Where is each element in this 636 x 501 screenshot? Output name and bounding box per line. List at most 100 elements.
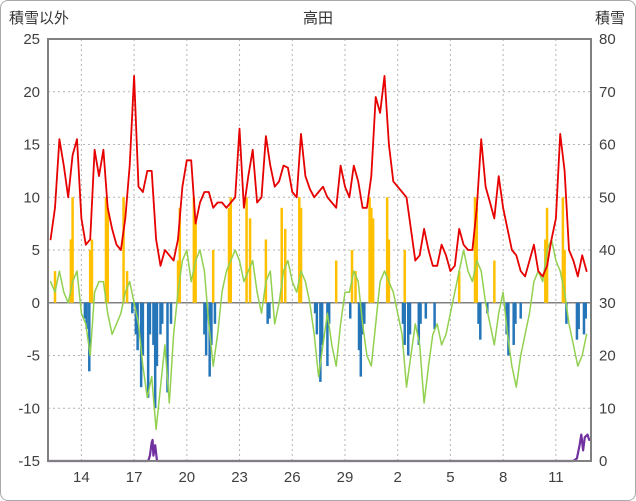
blue-bars-bar	[148, 302, 152, 335]
yellow-bars-bar	[248, 218, 252, 303]
yellow-bars-bar	[122, 197, 125, 303]
blue-bars-bar	[403, 302, 406, 345]
blue-bars-bar	[320, 302, 324, 345]
yellow-bars-bar	[403, 250, 406, 303]
plot-border	[47, 38, 592, 462]
blue-bars-bar	[575, 302, 579, 340]
blue-bars-bar	[141, 302, 145, 356]
yellow-bars-bar	[475, 207, 479, 303]
blue-bars-bar	[584, 302, 587, 319]
yellow-bars-bar	[192, 197, 196, 303]
yellow-bars-bar	[71, 197, 74, 303]
yellow-bars-bar	[176, 260, 180, 303]
yellow-bars-bar	[299, 207, 303, 303]
blue-bars-bar	[417, 302, 421, 345]
blue-bars-bar	[349, 302, 352, 319]
y-right-tick-label: 40	[599, 242, 616, 259]
blue-bars-bar	[83, 302, 87, 319]
yellow-bars-bar	[69, 239, 73, 303]
blue-bars-bar	[159, 302, 162, 335]
blue-bars-bar	[208, 302, 211, 377]
blue-bars-bar	[131, 302, 134, 314]
blue-bars-bar	[507, 302, 510, 356]
blue-bars-bar	[210, 302, 213, 345]
x-tick-label: 14	[73, 469, 90, 486]
yellow-bars-bar	[227, 207, 231, 303]
blue-bars-bar	[565, 302, 568, 324]
chart-title: 高田	[302, 10, 334, 27]
yellow-bars-bar	[385, 197, 389, 303]
blue-bars-bar	[88, 302, 91, 372]
y-right-tick-label: 10	[599, 400, 616, 417]
yellow-bars-bar	[334, 260, 338, 303]
blue-bars-bar	[401, 302, 405, 324]
x-tick-label: 20	[178, 469, 195, 486]
blue-bars-bar	[363, 302, 366, 324]
yellow-bars-bar	[473, 197, 477, 303]
yellow-bars-bar	[245, 197, 248, 303]
x-tick-label: 11	[548, 469, 564, 486]
yellow-bars-bar	[211, 250, 215, 303]
blue-bars-bar	[357, 302, 361, 351]
x-tick-label: 29	[337, 469, 354, 486]
yellow-bars-bar	[178, 207, 182, 303]
yellow-bars-bar	[106, 207, 109, 303]
blue-bars-bar	[406, 302, 410, 356]
yellow-bars-bar	[563, 250, 566, 303]
blue-bars-bar	[408, 302, 412, 335]
blue-bars-bar	[169, 302, 173, 324]
blue-bars-bar	[85, 302, 88, 330]
yellow-bars-bar	[90, 239, 94, 303]
green-line	[49, 238, 588, 431]
right-axis-title: 積雪	[594, 10, 625, 27]
blue-bars-bar	[136, 302, 139, 351]
blue-bars-bar	[514, 302, 517, 324]
yellow-bars-bar	[53, 271, 57, 303]
blue-bars-bar	[359, 302, 363, 377]
x-tick-label: 26	[284, 469, 301, 486]
x-tick-label: 5	[446, 469, 454, 486]
blue-bars-bar	[327, 302, 331, 324]
left-axis-title: 積雪以外	[9, 10, 70, 27]
blue-bars-bar	[213, 302, 217, 324]
blue-bars-bar	[319, 302, 322, 382]
y-left-tick-label: 15	[23, 137, 40, 154]
blue-bars-bar	[519, 302, 522, 319]
blue-bars-bar	[505, 302, 508, 335]
x-tick-label: 17	[126, 469, 143, 486]
y-right-tick-label: 0	[599, 453, 607, 470]
y-left-tick-label: -5	[27, 348, 40, 365]
blue-bars-bar	[152, 302, 155, 345]
yellow-bars-bar	[104, 197, 108, 303]
blue-bars-bar	[433, 302, 436, 330]
blue-bars-bar	[315, 302, 319, 335]
blue-bars-bar	[203, 302, 206, 335]
blue-bars-bar	[313, 302, 317, 314]
y-left-tick-label: 20	[23, 84, 40, 101]
y-right-tick-label: 50	[599, 189, 616, 206]
yellow-bars-bar	[493, 260, 496, 303]
blue-bars-bar	[477, 302, 480, 324]
blue-bars-bar	[160, 302, 164, 324]
y-left-tick-label: -15	[18, 453, 40, 470]
blue-bars-bar	[155, 302, 159, 367]
yellow-bars-bar	[229, 197, 233, 303]
red-line	[49, 75, 588, 278]
y-right-tick-label: 80	[599, 31, 616, 48]
yellow-bars-bar	[368, 197, 371, 303]
yellow-bars-bar	[354, 271, 357, 303]
x-tick-label: 2	[394, 469, 402, 486]
x-tick-label: 23	[231, 469, 248, 486]
y-right-tick-label: 70	[599, 84, 616, 101]
y-left-tick-label: 25	[23, 31, 40, 48]
y-left-tick-label: 0	[32, 295, 40, 312]
yellow-bars-bar	[264, 239, 268, 303]
y-right-tick-label: 20	[599, 348, 616, 365]
blue-bars-bar	[266, 302, 269, 324]
blue-bars-bar	[166, 302, 169, 393]
y-right-tick-label: 30	[599, 295, 616, 312]
y-left-tick-label: 5	[32, 242, 40, 259]
y-left-tick-label: 10	[23, 189, 40, 206]
blue-bars-bar	[582, 302, 586, 335]
